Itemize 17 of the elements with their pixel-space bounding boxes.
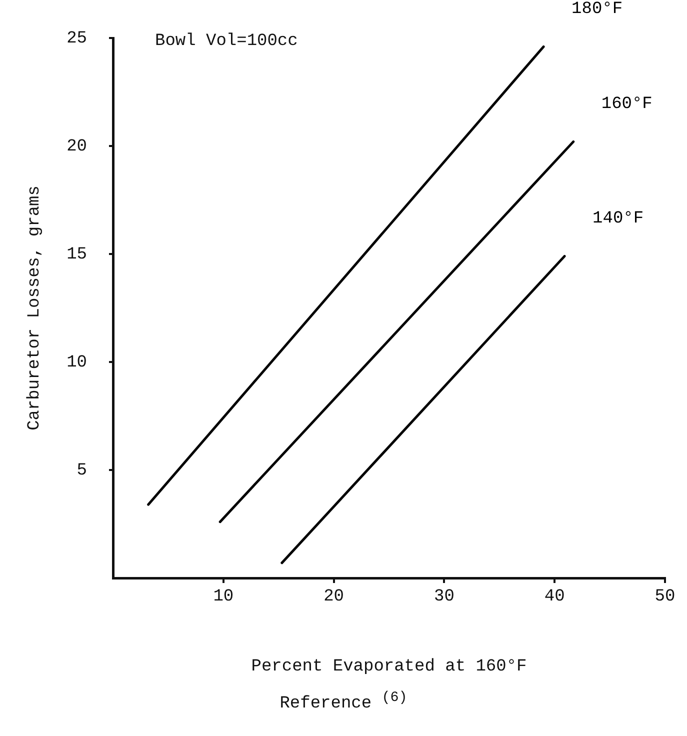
y-tick-label: 15 [66,246,87,264]
text: 180°F [572,0,623,20]
y-axis-title: Carburetor Losses, grams [26,186,45,430]
x-tick-label: 50 [654,588,676,607]
text: 160°F [601,95,652,114]
y-tick-label: 20 [66,138,87,156]
annotation: Bowl Vol=100cc [155,32,298,51]
x-tick-label: 10 [213,588,234,607]
x-axis-title: Percent Evaporated at 160°F [251,657,527,676]
y-tick-label: 25 [66,30,87,48]
x-tick-label: 30 [434,588,454,607]
text: 140°F [592,210,644,229]
x-tick-label: 20 [324,588,344,607]
x-tick-label: 40 [544,588,565,607]
text: Reference $^{(6)}$ [278,690,408,714]
y-tick-label: 10 [66,354,87,372]
y-tick-label: 5 [76,462,87,480]
